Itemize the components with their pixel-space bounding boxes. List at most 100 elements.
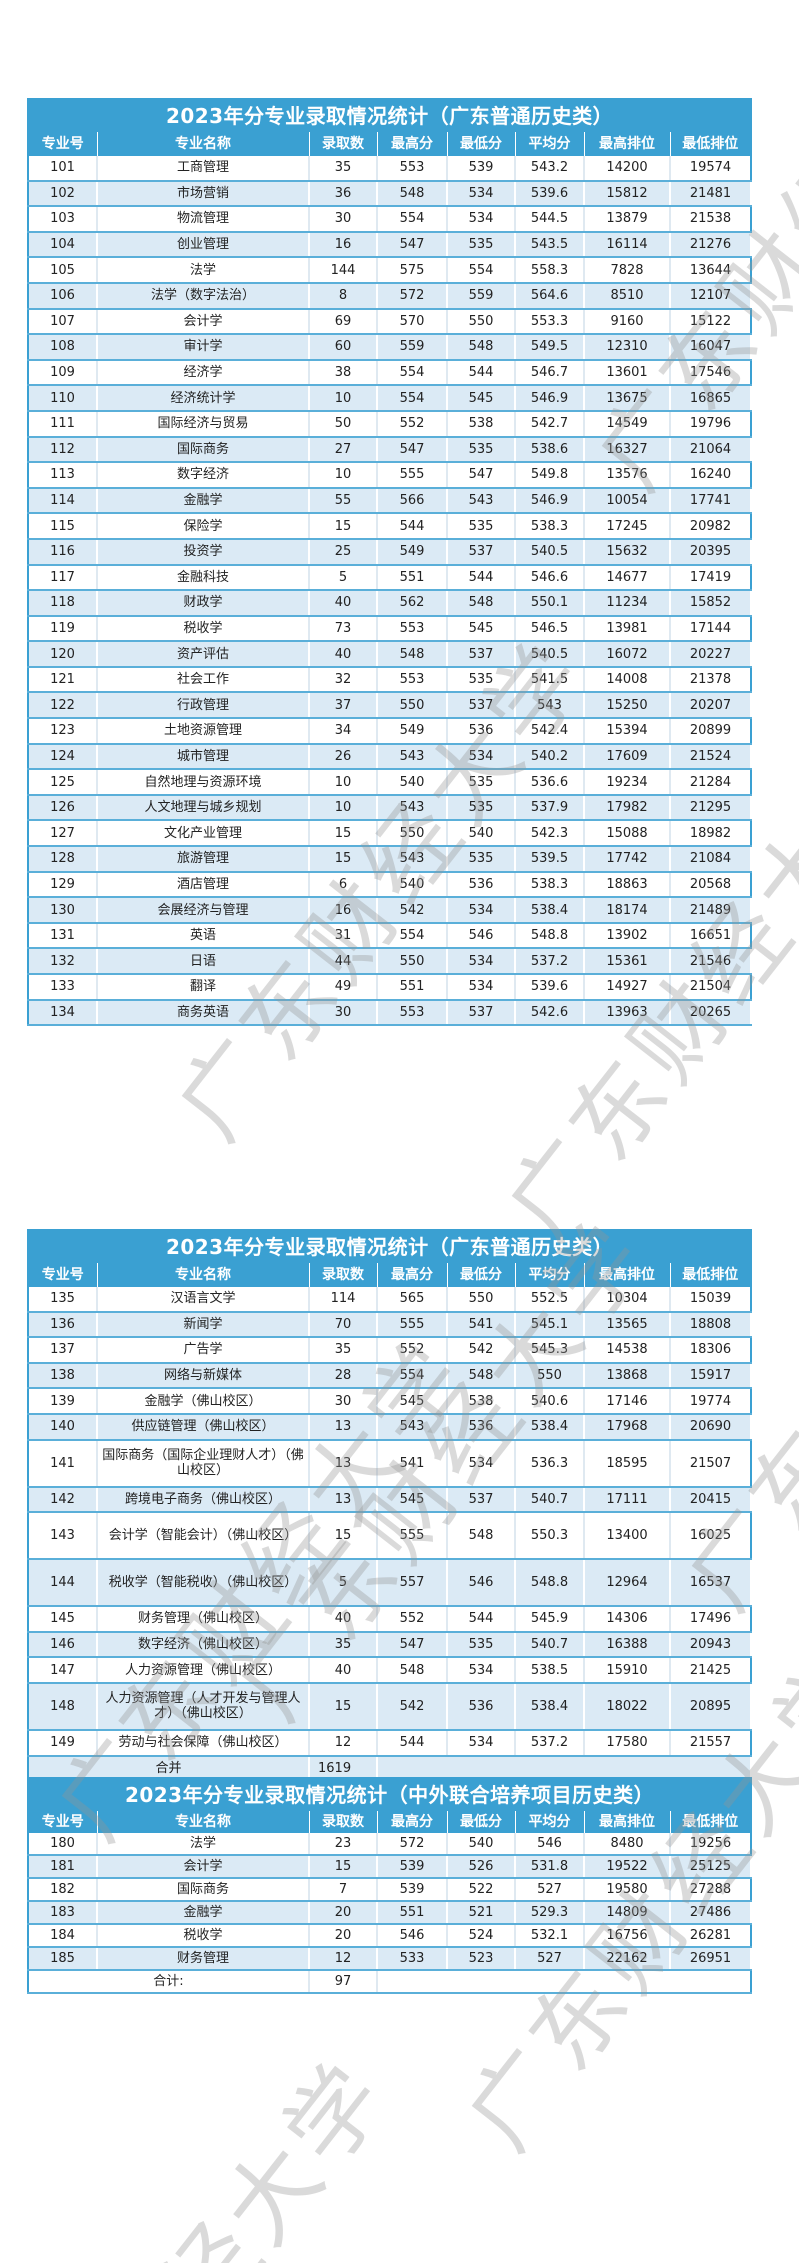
cell-major-name: 翻译: [97, 974, 310, 1001]
cell-avg-score: 537.2: [515, 948, 585, 975]
table-row: 115 保险学 15 544 535 538.3 17245 20982: [28, 513, 752, 540]
cell-major-code: 136: [28, 1311, 98, 1339]
cell-major-code: 129: [28, 871, 98, 899]
table-row: 120 资产评估 40 548 537 540.5 16072 20227: [28, 641, 753, 668]
cell-highest-rank: 16327: [584, 436, 671, 464]
cell-lowest-rank: 21276: [670, 231, 753, 259]
cell-avg-score: 558.3: [515, 257, 585, 284]
cell-lowest-rank: 20690: [670, 1413, 753, 1441]
cell-lowest-rank: 20395: [670, 538, 753, 566]
cell-major-code: 104: [28, 231, 98, 259]
cell-admitted-count: 12: [309, 1729, 378, 1757]
cell-admitted-count: 49: [309, 974, 378, 1001]
cell-major-name: 金融学: [97, 487, 310, 515]
cell-highest-rank: 13902: [584, 922, 671, 950]
cell-admitted-count: 13: [309, 1486, 378, 1514]
cell-major-code: 185: [28, 1947, 98, 1971]
column-header: 最低分: [447, 132, 516, 156]
cell-avg-score: 549.8: [515, 462, 585, 489]
cell-min-score: 535: [447, 231, 516, 259]
cell-min-score: 537: [447, 1486, 516, 1514]
table-row: 116 投资学 25 549 537 540.5 15632 20395: [28, 538, 753, 566]
cell-avg-score: 527: [515, 1947, 585, 1971]
cell-lowest-rank: 21507: [670, 1439, 752, 1488]
cell-major-name: 资产评估: [97, 641, 310, 668]
cell-major-code: 112: [28, 436, 98, 464]
cell-major-code: 143: [28, 1512, 98, 1561]
cell-highest-rank: 13963: [584, 999, 671, 1027]
cell-major-code: 118: [28, 590, 98, 617]
cell-lowest-rank: 17546: [670, 359, 752, 387]
cell-lowest-rank: 20943: [670, 1631, 753, 1659]
cell-avg-score: 540.5: [515, 538, 585, 566]
cell-max-score: 549: [377, 538, 448, 566]
cell-min-score: 536: [447, 1682, 516, 1731]
cell-min-score: 546: [447, 922, 516, 950]
cell-major-code: 146: [28, 1631, 98, 1659]
cell-avg-score: 536.6: [515, 769, 585, 796]
cell-admitted-count: 15: [309, 820, 378, 848]
table-title: 2023年分专业录取情况统计（广东普通历史类）: [28, 99, 752, 132]
cell-admitted-count: 15: [309, 1855, 378, 1879]
cell-avg-score: 538.4: [515, 897, 585, 924]
cell-highest-rank: 19522: [584, 1855, 671, 1879]
cell-avg-score: 543: [515, 692, 585, 720]
cell-min-score: 548: [447, 334, 516, 361]
cell-max-score: 553: [377, 999, 448, 1027]
cell-lowest-rank: 20265: [670, 999, 753, 1027]
cell-major-name: 旅游管理: [97, 846, 310, 873]
cell-min-score: 521: [447, 1901, 516, 1925]
cell-max-score: 572: [377, 1833, 448, 1856]
column-header: 录取数: [309, 132, 378, 156]
cell-highest-rank: 18174: [584, 897, 671, 924]
cell-max-score: 546: [377, 1924, 448, 1948]
table-row: 117 金融科技 5 551 544 546.6 14677 17419: [28, 564, 752, 592]
cell-max-score: 543: [377, 846, 448, 873]
cell-max-score: 553: [377, 156, 448, 182]
cell-major-code: 149: [28, 1729, 98, 1757]
cell-avg-score: 538.6: [515, 436, 585, 464]
cell-min-score: 535: [447, 794, 516, 822]
cell-avg-score: 540.7: [515, 1486, 585, 1514]
cell-major-name: 会计学（智能会计）（佛山校区）: [97, 1512, 310, 1561]
cell-highest-rank: 13565: [584, 1311, 671, 1339]
cell-avg-score: 542.3: [515, 820, 585, 848]
cell-max-score: 551: [377, 564, 448, 592]
cell-lowest-rank: 16537: [670, 1559, 753, 1608]
cell-min-score: 537: [447, 999, 516, 1027]
cell-major-code: 128: [28, 846, 98, 873]
cell-major-code: 141: [28, 1439, 98, 1488]
cell-max-score: 543: [377, 743, 448, 771]
column-header: 专业名称: [97, 132, 310, 156]
cell-avg-score: 550.3: [515, 1512, 585, 1561]
cell-min-score: 534: [447, 180, 516, 208]
cell-major-name: 市场营销: [97, 180, 310, 208]
cell-highest-rank: 14538: [584, 1337, 671, 1364]
cell-max-score: 553: [377, 615, 448, 643]
cell-major-code: 132: [28, 948, 98, 975]
column-header-row: 专业号 专业名称 录取数 最高分 最低分 平均分 最高排位 最低排位: [28, 1811, 752, 1833]
cell-major-code: 109: [28, 359, 98, 387]
cell-lowest-rank: 21489: [670, 897, 753, 924]
cell-avg-score: 550: [515, 1362, 585, 1390]
cell-highest-rank: 13675: [584, 385, 671, 412]
table-row: 141 国际商务（国际企业理财人才）（佛山校区） 13 541 534 536.3 1859…: [28, 1439, 752, 1488]
cell-lowest-rank: 18808: [670, 1311, 753, 1339]
cell-avg-score: 542.6: [515, 999, 585, 1027]
table-row: 140 供应链管理（佛山校区） 13 543 536 538.4 17968 20690: [28, 1413, 753, 1441]
cell-major-name: 城市管理: [97, 743, 310, 771]
admission-table-guangdong-history-part2: 2023年分专业录取情况统计（广东普通历史类） 专业号 专业名称 录取数 最高分 最低分…: [27, 1229, 753, 1783]
cell-max-score: 547: [377, 231, 448, 259]
cell-major-code: 111: [28, 410, 98, 438]
cell-lowest-rank: 27486: [670, 1901, 753, 1925]
column-header: 最低分: [447, 1811, 516, 1833]
total-empty: [377, 1970, 752, 1994]
cell-admitted-count: 114: [309, 1287, 378, 1313]
table-row: 146 数字经济（佛山校区） 35 547 535 540.7 16388 20943: [28, 1631, 753, 1659]
cell-max-score: 545: [377, 1486, 448, 1514]
cell-min-score: 535: [447, 436, 516, 464]
cell-major-name: 数字经济: [97, 462, 310, 489]
cell-lowest-rank: 19574: [670, 156, 752, 182]
cell-highest-rank: 17111: [584, 1486, 671, 1514]
cell-highest-rank: 8510: [584, 282, 671, 310]
